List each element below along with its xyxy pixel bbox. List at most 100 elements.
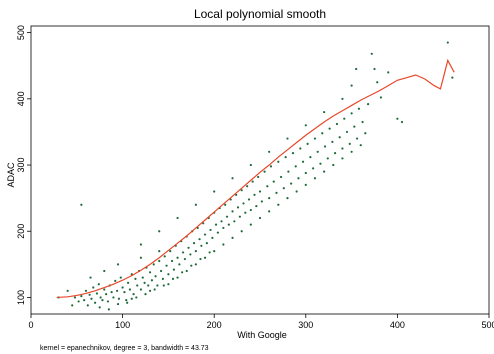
data-point [319, 162, 322, 165]
data-point [323, 145, 327, 148]
data-point [343, 117, 346, 120]
data-point [161, 277, 165, 281]
data-point [158, 250, 161, 253]
data-point [132, 293, 135, 296]
data-point [144, 293, 147, 296]
data-point [158, 230, 161, 233]
data-point [183, 257, 186, 261]
data-point [139, 256, 143, 259]
smooth-line-path [56, 58, 455, 299]
chart-title: Local polynomial smooth [194, 7, 326, 21]
data-point [198, 238, 201, 241]
data-point [348, 142, 351, 145]
data-point [84, 289, 88, 292]
data-point [258, 216, 262, 220]
data-point [359, 144, 362, 147]
data-point [80, 203, 83, 206]
data-point [291, 152, 295, 155]
data-point [255, 204, 258, 208]
data-point [220, 220, 223, 223]
data-point [355, 137, 359, 140]
data-point [284, 155, 287, 159]
data-point [214, 223, 218, 226]
data-point [94, 301, 97, 304]
data-point [71, 304, 74, 307]
data-point [263, 170, 266, 173]
data-point [203, 256, 207, 259]
data-point [176, 276, 179, 279]
data-point [116, 302, 120, 306]
data-point [130, 297, 133, 300]
data-point [77, 300, 80, 303]
data-point [112, 296, 115, 299]
data-point [257, 175, 260, 179]
data-point [225, 215, 229, 218]
data-point [341, 147, 344, 150]
data-point [136, 284, 139, 287]
y-axis-label: ADAC [6, 162, 16, 188]
y-tick-label: 400 [16, 91, 26, 106]
data-point [126, 281, 130, 284]
smooth-line [56, 58, 455, 299]
data-point [306, 142, 309, 145]
data-point [269, 165, 273, 168]
data-point [181, 251, 185, 254]
data-point [139, 288, 143, 291]
data-point [200, 244, 203, 247]
data-point [165, 264, 168, 267]
data-point [80, 295, 83, 298]
data-point [143, 281, 146, 284]
y-tick-label: 100 [16, 290, 26, 305]
data-point [178, 263, 181, 266]
data-point [110, 291, 113, 294]
data-point [199, 257, 202, 261]
data-point [275, 191, 278, 194]
data-point [73, 296, 77, 299]
y-tick-label: 500 [16, 25, 26, 40]
data-point [167, 273, 170, 276]
data-point [222, 243, 225, 246]
data-point [287, 170, 290, 173]
data-point [103, 288, 106, 291]
data-point [304, 171, 307, 175]
data-point [162, 284, 165, 287]
data-point [101, 298, 104, 302]
data-point [150, 279, 154, 282]
data-point [335, 122, 339, 126]
x-tick-label: 400 [390, 320, 405, 330]
data-point [332, 163, 335, 167]
data-point [240, 189, 243, 192]
data-point [251, 180, 254, 183]
x-tick-label: 500 [481, 320, 494, 330]
data-point [446, 41, 449, 44]
data-point [242, 202, 245, 205]
data-point [294, 165, 297, 168]
data-point [231, 236, 234, 239]
data-point [147, 284, 150, 287]
data-point [313, 137, 317, 140]
data-point [134, 277, 137, 281]
data-point [89, 276, 92, 279]
data-point [227, 223, 230, 226]
data-point [152, 263, 155, 266]
data-point [83, 298, 86, 302]
data-point [316, 150, 319, 153]
data-point [341, 157, 344, 160]
data-point [176, 256, 179, 259]
data-point [350, 84, 353, 87]
data-point [88, 293, 91, 296]
data-point [326, 157, 329, 160]
data-point [190, 264, 193, 267]
data-point [376, 81, 379, 84]
y-axis: 100 200 300 400 500 [16, 25, 31, 305]
data-point [106, 300, 110, 303]
data-point [97, 283, 100, 286]
data-point [301, 160, 305, 163]
data-point [286, 137, 289, 140]
data-point [216, 231, 219, 234]
data-point [119, 276, 122, 279]
data-point [379, 96, 383, 99]
x-tick-label: 100 [115, 320, 130, 330]
data-point [107, 308, 110, 311]
data-point [208, 251, 211, 254]
